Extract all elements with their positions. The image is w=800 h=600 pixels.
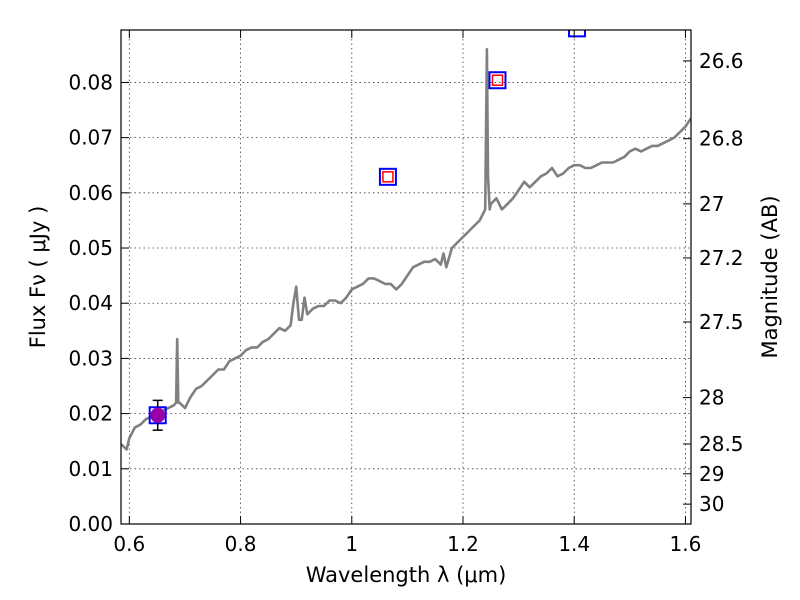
y-right-tick-label: 30 [699,492,724,516]
y-right-tick-label: 28.5 [699,432,744,456]
x-axis: 0.6 0.8 1 1.2 1.4 1.6 [113,30,701,556]
y-tick-label: 0.05 [68,236,113,260]
y-right-tick-label: 28 [699,386,724,410]
x-tick-label: 0.8 [225,532,257,556]
y-axis-right: 26.6 26.8 27 27.2 27.5 28 28.5 29 30 [683,49,744,516]
x-tick-label: 1 [345,532,358,556]
x-tick-label: 0.6 [113,532,145,556]
x-tick-label: 1.2 [447,532,479,556]
photometry-point [568,30,586,38]
x-tick-label: 1.4 [558,532,590,556]
y-tick-label: 0.08 [68,70,113,94]
clipped-series [121,30,691,451]
y-axis-right-label: Magnitude (AB) [758,195,782,358]
y-tick-label: 0.02 [68,402,113,426]
measured-point [150,407,166,423]
y-tick-label: 0.03 [68,346,113,370]
x-tick-label: 1.6 [670,532,702,556]
y-right-tick-label: 27.2 [699,246,744,270]
x-axis-label: Wavelength λ (μm) [306,563,507,587]
y-tick-label: 0.06 [68,181,113,205]
y-right-tick-label: 26.8 [699,127,744,151]
y-tick-label: 0.04 [68,291,113,315]
model-point [382,171,394,183]
photometry-point [488,71,507,90]
y-right-tick-label: 26.6 [699,49,744,73]
series-layer [121,30,691,451]
y-right-tick-label: 29 [699,462,724,486]
y-tick-label: 0.00 [68,512,113,536]
photometry-point [378,167,397,186]
y-right-tick-label: 27 [699,192,724,216]
y-right-tick-label: 27.5 [699,310,744,334]
model-point [491,74,504,86]
y-tick-label: 0.07 [68,126,113,150]
y-tick-label: 0.01 [68,457,113,481]
y-axis-label: Flux Fν ( μJy ) [26,206,50,349]
spectrum-line [121,48,691,451]
y-axis: 0.00 0.01 0.02 0.03 0.04 0.05 0.06 0.07 0.08 [68,70,129,536]
plot-frame [120,29,692,525]
